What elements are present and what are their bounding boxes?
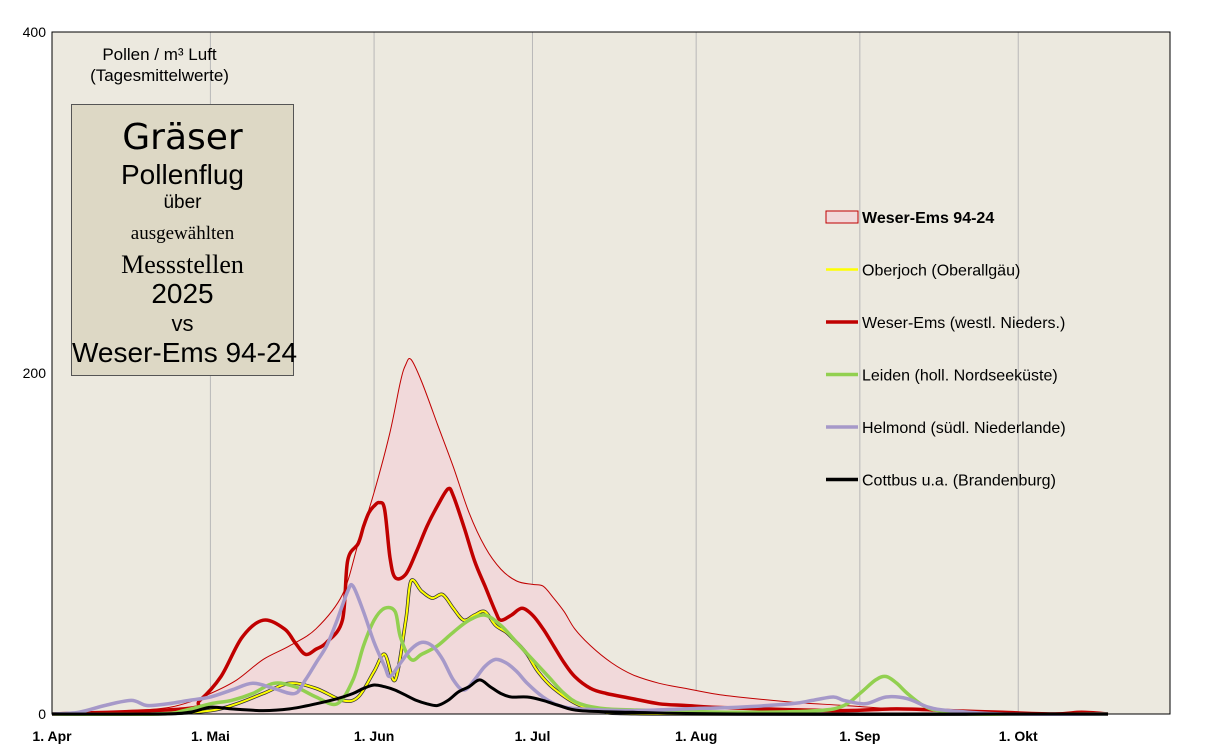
y-tick-label: 200 [23, 365, 47, 381]
line-leiden-holl-nordseek-ste [51, 605, 1109, 717]
legend-label-oberjoch-oberallg-u: Oberjoch (Oberallgäu) [862, 263, 1020, 280]
legend-label-cottbus-u-a-brandenburg: Cottbus u.a. (Brandenburg) [862, 473, 1056, 490]
legend-label-weser-ems-westl-nieders: Weser-Ems (westl. Nieders.) [862, 315, 1065, 332]
y-tick-label: 400 [23, 24, 47, 40]
title-line-7: vs [171, 311, 194, 336]
area-weser-ems-94-24 [52, 358, 1108, 714]
title-line-8: Weser-Ems 94-24 [72, 337, 298, 368]
legend-label-leiden-holl-nordseek-ste: Leiden (holl. Nordseeküste) [862, 368, 1058, 385]
area-outline-weser-ems-94-24 [51, 357, 1109, 715]
x-tick-label: 1. Okt [999, 728, 1038, 744]
area-series [51, 357, 1109, 715]
x-tick-label: 1. Jul [515, 728, 551, 744]
y-tick-label: 0 [38, 706, 46, 722]
x-tick-label: 1. Sep [839, 728, 880, 744]
line-helmond-s-dl-niederlande [51, 582, 1109, 717]
plot-border [51, 31, 1171, 715]
x-tick-label: 1. Jun [354, 728, 394, 744]
legend-label-helmond-s-dl-niederlande: Helmond (südl. Niederlande) [862, 420, 1066, 437]
y-axis-unit-label: Pollen / m³ Luft (Tagesmittelwerte) [72, 44, 247, 86]
y-axis-ticks: 0 200 400 [23, 24, 47, 722]
title-line-2: Pollenflug [121, 159, 244, 190]
legend: Weser-Ems 94-24 Oberjoch (Oberallgäu) Wese… [825, 210, 1066, 490]
legend-label-weser-ems-94-24: Weser-Ems 94-24 [862, 210, 994, 227]
title-line-4: ausgewählten [130, 223, 235, 244]
x-tick-label: 1. Aug [675, 728, 717, 744]
line-oberjoch-oberallg-u [51, 578, 1109, 716]
x-axis-ticks: 1. Apr 1. Mai 1. Jun 1. Jul 1. Aug 1. Sep 1. O… [32, 728, 1038, 744]
x-tick-label: 1. Apr [32, 728, 72, 744]
legend-swatch-weser-ems-94-24 [825, 210, 859, 224]
line-series [51, 486, 1109, 717]
x-tick-label: 1. Mai [191, 728, 230, 744]
title-line-1: Gräser [122, 117, 243, 158]
line-weser-ems-westl-nieders [51, 486, 1109, 716]
unit-label-line1: Pollen / m³ Luft [102, 45, 217, 64]
chart-title-box: Gräser Pollenflug über ausgewählten Mess… [71, 104, 298, 376]
line-cottbus-u-a-brandenburg [51, 678, 1109, 716]
title-line-3: über [163, 192, 202, 213]
title-line-5: Messstellen [121, 250, 244, 279]
title-line-6: 2025 [151, 278, 214, 309]
unit-label-line2: (Tagesmittelwerte) [90, 66, 229, 85]
